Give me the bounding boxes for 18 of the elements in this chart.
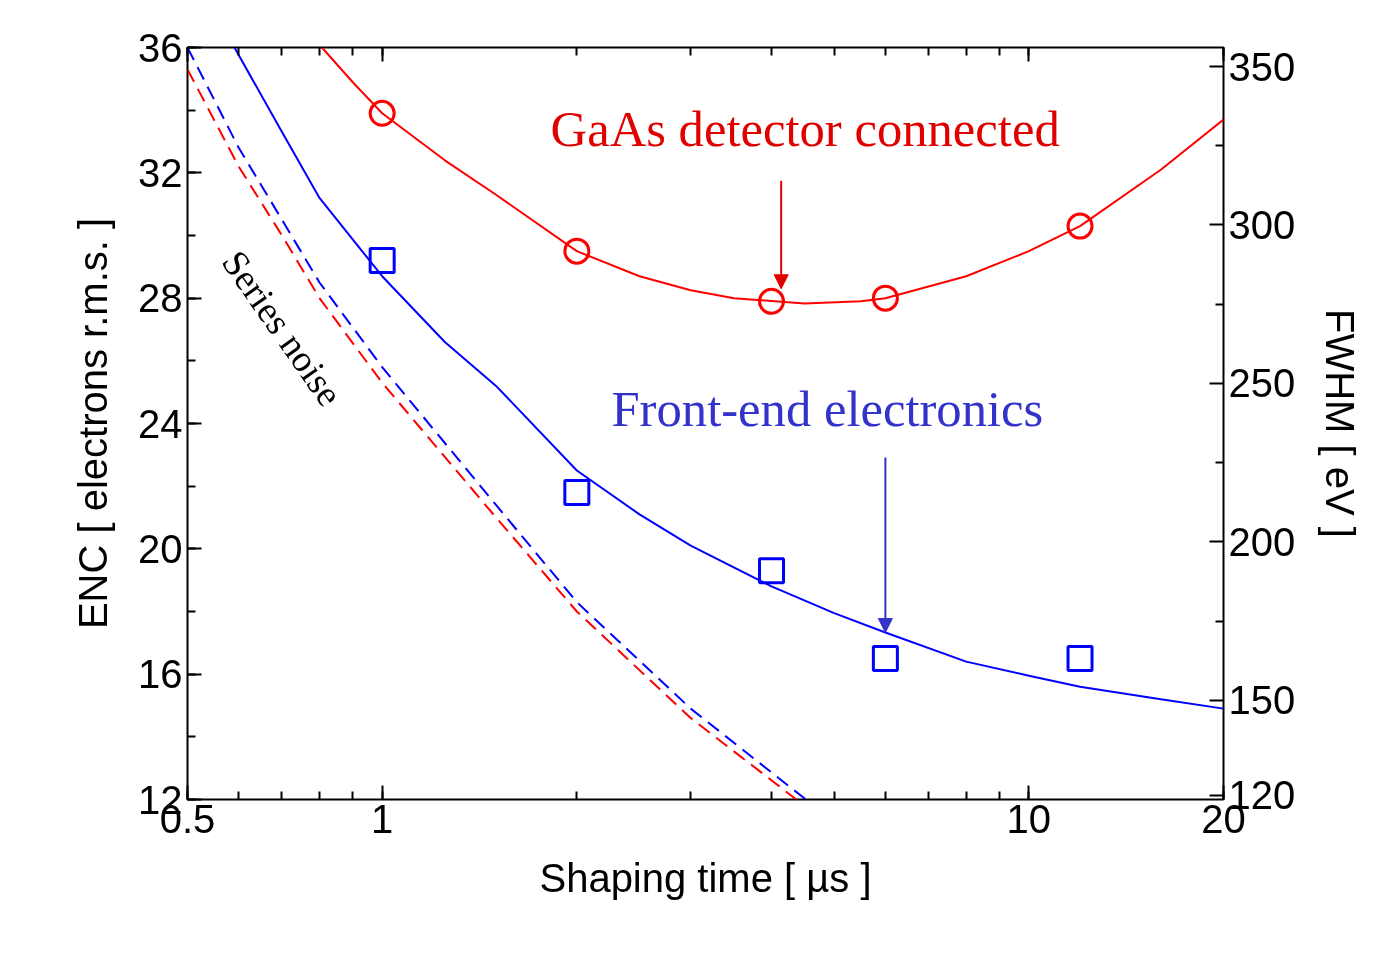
y2-tick-label: 150 [1228,678,1296,723]
annotation: Front-end electronics [611,381,1044,438]
x-axis-title: Shaping time [ µs ] [539,855,872,900]
y-tick-label: 16 [138,652,183,697]
x-tick-label: 1 [371,796,394,841]
y2-tick-label: 350 [1228,44,1296,89]
annotation: GaAs detector connected [550,100,1060,157]
y2-tick-label: 250 [1228,361,1296,406]
y-axis-title: ENC [ electrons r.m.s. ] [71,217,116,630]
y2-axis-title: FWHM [ eV ] [1318,309,1363,538]
y-tick-label: 24 [138,401,183,446]
y-tick-label: 36 [138,25,183,70]
y2-tick-label: 200 [1228,519,1296,564]
x-tick-label: 10 [1006,796,1052,841]
y2-tick-label: 300 [1228,202,1296,247]
y-tick-label: 32 [138,150,183,195]
y-tick-label: 28 [138,276,183,321]
y-tick-label: 20 [138,526,183,571]
